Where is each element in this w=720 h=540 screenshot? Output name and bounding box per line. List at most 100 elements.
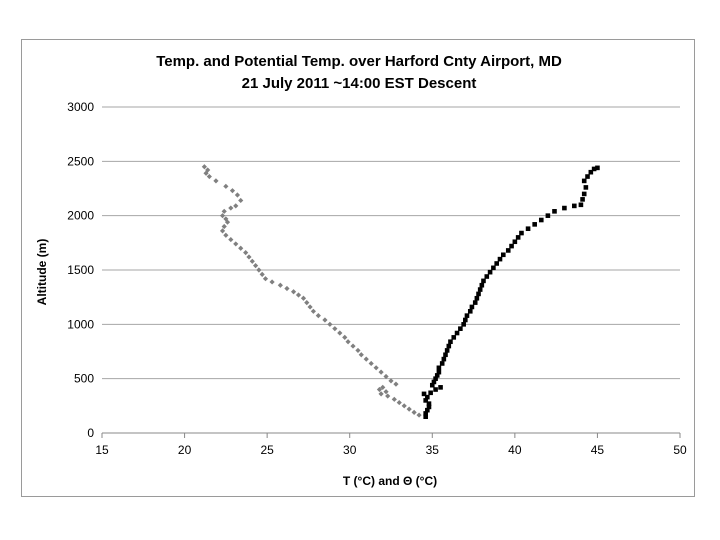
point-s1-51 bbox=[383, 373, 389, 380]
point-s1-28 bbox=[269, 279, 275, 285]
point-s1-56 bbox=[383, 389, 389, 395]
point-s2-53 bbox=[562, 205, 567, 211]
point-s2-60 bbox=[585, 174, 590, 179]
chart-title: Temp. and Potential Temp. over Harford C… bbox=[156, 53, 562, 70]
point-s2-14 bbox=[434, 373, 440, 378]
point-s1-62 bbox=[406, 406, 412, 412]
point-s2-50 bbox=[538, 217, 544, 223]
x-tick-label-40: 40 bbox=[508, 443, 522, 457]
point-s1-43 bbox=[345, 339, 351, 345]
point-s2-31 bbox=[472, 300, 478, 305]
point-s1-35 bbox=[307, 304, 313, 310]
point-s1-50 bbox=[378, 369, 384, 375]
point-s1-3 bbox=[206, 173, 212, 180]
point-s1-30 bbox=[284, 285, 290, 292]
point-s2-58 bbox=[583, 185, 589, 190]
chart-subtitle: 21 July 2011 ~14:00 EST Descent bbox=[242, 75, 477, 92]
point-s2-23 bbox=[451, 335, 457, 340]
y-tick-label-3000: 3000 bbox=[67, 100, 94, 114]
point-s1-37 bbox=[315, 313, 321, 319]
point-s2-7 bbox=[421, 391, 427, 397]
point-s2-8 bbox=[428, 390, 433, 396]
point-s1-33 bbox=[300, 295, 307, 301]
point-s1-59 bbox=[391, 396, 397, 402]
point-s2-48 bbox=[525, 226, 531, 232]
point-s1-58 bbox=[385, 393, 391, 399]
point-s2-24 bbox=[454, 330, 460, 336]
x-tick-label-30: 30 bbox=[343, 443, 357, 457]
point-s1-23 bbox=[249, 258, 255, 264]
point-s2-13 bbox=[433, 376, 438, 381]
point-s1-16 bbox=[219, 228, 226, 234]
point-s2-25 bbox=[458, 326, 463, 331]
point-s1-39 bbox=[327, 321, 333, 327]
point-s1-22 bbox=[246, 254, 252, 260]
point-s2-17 bbox=[439, 361, 445, 366]
point-s1-46 bbox=[358, 352, 364, 358]
point-s1-4 bbox=[213, 178, 219, 184]
point-s2-54 bbox=[572, 203, 577, 209]
point-s2-57 bbox=[581, 191, 587, 197]
point-s2-10 bbox=[438, 385, 443, 390]
point-s2-32 bbox=[474, 295, 480, 301]
point-s1-38 bbox=[322, 317, 328, 323]
point-s2-11 bbox=[429, 382, 435, 388]
point-s2-38 bbox=[487, 269, 493, 275]
point-s1-55 bbox=[376, 386, 383, 393]
point-s2-1 bbox=[423, 411, 428, 416]
point-s1-0 bbox=[201, 164, 207, 170]
point-s1-44 bbox=[350, 343, 356, 349]
y-tick-label-1000: 1000 bbox=[67, 317, 94, 331]
point-s1-52 bbox=[388, 378, 394, 384]
point-s1-34 bbox=[304, 300, 310, 306]
point-s1-60 bbox=[396, 399, 402, 406]
point-s1-21 bbox=[243, 250, 249, 256]
point-s2-29 bbox=[467, 308, 473, 314]
point-s2-51 bbox=[545, 213, 551, 218]
x-tick-label-50: 50 bbox=[673, 443, 687, 457]
y-axis-title: Altitude (m) bbox=[35, 239, 49, 306]
point-s2-27 bbox=[463, 317, 468, 323]
point-s1-20 bbox=[238, 245, 244, 251]
point-s1-47 bbox=[363, 356, 369, 362]
point-s1-19 bbox=[233, 241, 239, 247]
chart-frame: Temp. and Potential Temp. over Harford C… bbox=[21, 39, 695, 497]
point-s2-4 bbox=[426, 401, 432, 406]
point-s2-15 bbox=[436, 369, 442, 375]
point-s2-56 bbox=[580, 197, 585, 202]
series-2 bbox=[421, 165, 600, 419]
series-1 bbox=[201, 164, 422, 418]
point-s2-20 bbox=[444, 348, 450, 353]
point-s2-30 bbox=[469, 304, 475, 310]
point-s1-11 bbox=[221, 208, 227, 214]
point-s1-42 bbox=[342, 334, 348, 340]
point-s1-54 bbox=[380, 384, 386, 390]
point-s1-24 bbox=[252, 263, 259, 269]
point-s2-40 bbox=[494, 261, 499, 266]
point-s2-34 bbox=[477, 287, 483, 292]
y-tick-label-1500: 1500 bbox=[67, 263, 94, 277]
point-s2-39 bbox=[491, 265, 496, 271]
point-s2-9 bbox=[433, 387, 438, 392]
point-s2-45 bbox=[512, 239, 518, 245]
point-s1-14 bbox=[224, 219, 231, 225]
point-s2-26 bbox=[461, 322, 466, 327]
point-s2-12 bbox=[431, 379, 437, 385]
point-s1-10 bbox=[228, 205, 234, 211]
point-s2-44 bbox=[509, 243, 514, 249]
point-s1-63 bbox=[411, 409, 417, 415]
point-s2-21 bbox=[446, 343, 452, 349]
point-s2-63 bbox=[595, 165, 600, 171]
point-s1-15 bbox=[221, 223, 227, 230]
point-s2-22 bbox=[448, 339, 453, 345]
point-s2-28 bbox=[464, 313, 470, 318]
point-s2-37 bbox=[484, 274, 490, 279]
point-s2-6 bbox=[425, 394, 430, 400]
y-tick-label-2000: 2000 bbox=[67, 209, 94, 223]
point-s1-64 bbox=[416, 412, 422, 418]
point-s1-32 bbox=[295, 292, 302, 298]
point-s1-41 bbox=[337, 330, 343, 336]
point-s1-36 bbox=[310, 308, 316, 314]
point-s1-26 bbox=[259, 271, 265, 277]
point-s1-12 bbox=[219, 213, 226, 219]
